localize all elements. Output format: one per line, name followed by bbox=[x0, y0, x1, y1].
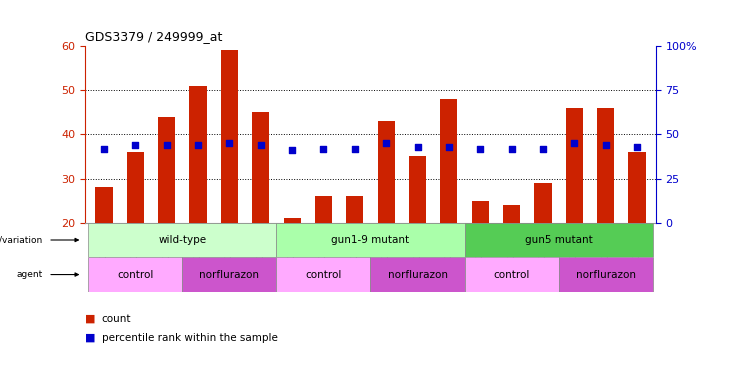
Text: count: count bbox=[102, 314, 131, 324]
Bar bbox=[465, 257, 559, 292]
Bar bbox=[597, 108, 614, 223]
Point bbox=[318, 146, 330, 152]
Text: gun1-9 mutant: gun1-9 mutant bbox=[331, 235, 410, 245]
Point bbox=[286, 147, 298, 153]
Point bbox=[631, 144, 643, 150]
Point bbox=[130, 142, 142, 148]
Point bbox=[505, 146, 517, 152]
Point bbox=[537, 146, 549, 152]
Bar bbox=[559, 257, 653, 292]
Bar bbox=[252, 112, 270, 223]
Bar bbox=[190, 86, 207, 223]
Point bbox=[474, 146, 486, 152]
Bar bbox=[471, 200, 489, 223]
Text: GDS3379 / 249999_at: GDS3379 / 249999_at bbox=[85, 30, 222, 43]
Bar bbox=[409, 157, 426, 223]
Text: norflurazon: norflurazon bbox=[199, 270, 259, 280]
Bar bbox=[628, 152, 645, 223]
Bar bbox=[88, 223, 276, 257]
Point bbox=[192, 142, 204, 148]
Text: percentile rank within the sample: percentile rank within the sample bbox=[102, 333, 277, 343]
Bar bbox=[158, 117, 176, 223]
Point bbox=[380, 140, 392, 146]
Point bbox=[411, 144, 423, 150]
Bar bbox=[284, 218, 301, 223]
Text: control: control bbox=[117, 270, 153, 280]
Point bbox=[599, 142, 611, 148]
Text: control: control bbox=[305, 270, 342, 280]
Text: agent: agent bbox=[16, 270, 42, 279]
Bar bbox=[440, 99, 457, 223]
Text: gun5 mutant: gun5 mutant bbox=[525, 235, 593, 245]
Point bbox=[224, 140, 236, 146]
Bar bbox=[182, 257, 276, 292]
Bar bbox=[276, 223, 465, 257]
Point bbox=[255, 142, 267, 148]
Bar bbox=[534, 183, 551, 223]
Text: genotype/variation: genotype/variation bbox=[0, 235, 42, 245]
Bar bbox=[346, 196, 363, 223]
Point bbox=[349, 146, 361, 152]
Bar bbox=[378, 121, 395, 223]
Point bbox=[161, 142, 173, 148]
Text: norflurazon: norflurazon bbox=[576, 270, 636, 280]
Text: ■: ■ bbox=[85, 333, 96, 343]
Point bbox=[568, 140, 580, 146]
Bar bbox=[565, 108, 583, 223]
Text: norflurazon: norflurazon bbox=[388, 270, 448, 280]
Point bbox=[98, 146, 110, 152]
Bar bbox=[276, 257, 370, 292]
Bar bbox=[221, 50, 238, 223]
Bar bbox=[127, 152, 144, 223]
Bar bbox=[370, 257, 465, 292]
Bar bbox=[315, 196, 332, 223]
Bar bbox=[96, 187, 113, 223]
Bar bbox=[88, 257, 182, 292]
Bar bbox=[503, 205, 520, 223]
Text: ■: ■ bbox=[85, 314, 96, 324]
Bar bbox=[465, 223, 653, 257]
Point bbox=[443, 144, 455, 150]
Text: wild-type: wild-type bbox=[159, 235, 207, 245]
Text: control: control bbox=[494, 270, 530, 280]
